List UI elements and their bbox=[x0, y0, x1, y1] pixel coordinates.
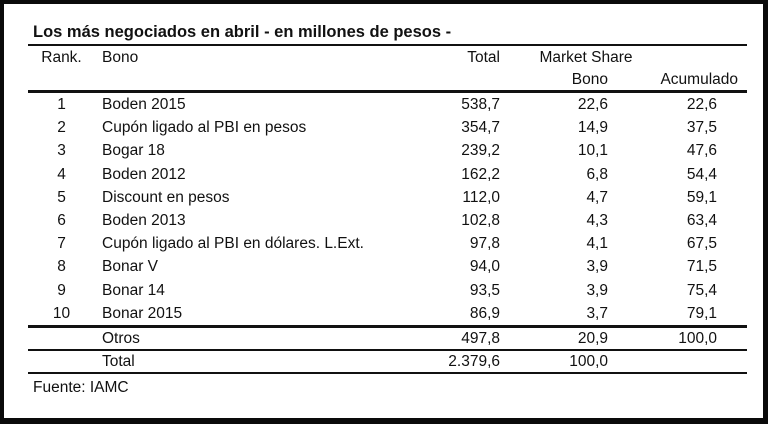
table-body: 1 Boden 2015 538,7 22,6 22,6 2 Cupón lig… bbox=[4, 93, 763, 325]
table-row: 2 Cupón ligado al PBI en pesos 354,7 14,… bbox=[28, 116, 747, 139]
cell-total: 93,5 bbox=[469, 281, 500, 299]
cell-rank: 4 bbox=[57, 165, 66, 183]
cell-label: Total bbox=[102, 352, 135, 370]
cell-rank: 6 bbox=[57, 212, 66, 230]
col-header-bono: Bono bbox=[102, 48, 139, 66]
cell-total: 97,8 bbox=[469, 235, 500, 253]
cell-rank: 7 bbox=[57, 235, 66, 253]
col-header-ms-acumulado: Acumulado bbox=[660, 70, 738, 88]
body-bottom-rule bbox=[28, 324, 747, 328]
cell-ms-bono: 10,1 bbox=[577, 142, 608, 160]
header-row-2: Bono Acumulado bbox=[28, 68, 747, 90]
cell-bono: Bonar 14 bbox=[102, 281, 165, 299]
cell-ms-acumulado: 59,1 bbox=[686, 188, 717, 206]
table-row: 7 Cupón ligado al PBI en dólares. L.Ext.… bbox=[28, 232, 747, 255]
table-row: 4 Boden 2012 162,2 6,8 54,4 bbox=[28, 163, 747, 186]
cell-ms-acumulado: 22,6 bbox=[686, 96, 717, 114]
cell-ms-acumulado: 63,4 bbox=[686, 212, 717, 230]
cell-bono: Boden 2012 bbox=[102, 165, 186, 183]
cell-ms-acumulado: 75,4 bbox=[686, 281, 717, 299]
cell-ms-bono: 3,9 bbox=[586, 258, 608, 276]
cell-ms-bono: 4,3 bbox=[586, 212, 608, 230]
otros-rule bbox=[28, 348, 747, 351]
cell-ms-bono: 22,6 bbox=[577, 96, 608, 114]
cell-rank: 8 bbox=[57, 258, 66, 276]
cell-rank: 9 bbox=[57, 281, 66, 299]
cell-total: 94,0 bbox=[469, 258, 500, 276]
col-header-rank: Rank. bbox=[41, 48, 82, 66]
cell-ms-acumulado: 47,6 bbox=[686, 142, 717, 160]
cell-bono: Boden 2015 bbox=[102, 96, 186, 114]
cell-rank: 3 bbox=[57, 142, 66, 160]
cell-ms-acumulado: 79,1 bbox=[686, 304, 717, 322]
table-row: 1 Boden 2015 538,7 22,6 22,6 bbox=[28, 93, 747, 116]
cell-rank: 5 bbox=[57, 188, 66, 206]
cell-ms-acumulado: 100,0 bbox=[678, 329, 717, 347]
table-header: Rank. Bono Total Market Share Bono Acumu… bbox=[4, 46, 763, 90]
cell-ms-acumulado: 71,5 bbox=[686, 258, 717, 276]
table-row: 10 Bonar 2015 86,9 3,7 79,1 bbox=[28, 302, 747, 325]
col-header-ms-bono: Bono bbox=[571, 70, 608, 88]
table-row: 9 Bonar 14 93,5 3,9 75,4 bbox=[28, 279, 747, 302]
cell-total: 86,9 bbox=[469, 304, 500, 322]
cell-bono: Bogar 18 bbox=[102, 142, 165, 160]
cell-total: 497,8 bbox=[461, 329, 500, 347]
cell-total: 102,8 bbox=[461, 212, 500, 230]
cell-ms-bono: 14,9 bbox=[577, 119, 608, 137]
page-title: Los más negociados en abril - en millone… bbox=[33, 23, 452, 41]
cell-rank: 1 bbox=[57, 96, 66, 114]
cell-total: 162,2 bbox=[461, 165, 500, 183]
cell-ms-acumulado: 67,5 bbox=[686, 235, 717, 253]
cell-ms-acumulado: 37,5 bbox=[686, 119, 717, 137]
header-rule bbox=[28, 90, 747, 93]
total-row: Total 2.379,6 100,0 bbox=[28, 351, 747, 372]
col-header-total: Total bbox=[467, 48, 500, 66]
cell-label: Otros bbox=[102, 329, 140, 347]
otros-row: Otros 497,8 20,9 100,0 bbox=[28, 328, 747, 349]
cell-bono: Cupón ligado al PBI en pesos bbox=[102, 119, 307, 137]
cell-ms-bono: 4,7 bbox=[586, 188, 608, 206]
cell-ms-acumulado: 54,4 bbox=[686, 165, 717, 183]
col-header-market-share: Market Share bbox=[539, 48, 633, 66]
cell-ms-bono: 3,7 bbox=[586, 304, 608, 322]
cell-ms-bono: 4,1 bbox=[586, 235, 608, 253]
cell-bono: Discount en pesos bbox=[102, 188, 230, 206]
cell-bono: Bonar 2015 bbox=[102, 304, 183, 322]
total-rule bbox=[28, 371, 747, 374]
source-note: Fuente: IAMC bbox=[33, 378, 129, 396]
cell-rank: 2 bbox=[57, 119, 66, 137]
cell-total: 538,7 bbox=[461, 96, 500, 114]
cell-ms-bono: 100,0 bbox=[569, 352, 608, 370]
cell-ms-bono: 20,9 bbox=[577, 329, 608, 347]
cell-ms-bono: 6,8 bbox=[586, 165, 608, 183]
table-row: 3 Bogar 18 239,2 10,1 47,6 bbox=[28, 139, 747, 162]
cell-total: 112,0 bbox=[462, 188, 500, 206]
cell-total: 2.379,6 bbox=[448, 352, 500, 370]
cell-rank: 10 bbox=[52, 304, 71, 322]
title-rule bbox=[28, 44, 747, 46]
cell-total: 239,2 bbox=[461, 142, 500, 160]
cell-bono: Cupón ligado al PBI en dólares. L.Ext. bbox=[102, 235, 364, 253]
cell-bono: Bonar V bbox=[102, 258, 159, 276]
table-row: 5 Discount en pesos 112,0 4,7 59,1 bbox=[28, 186, 747, 209]
cell-bono: Boden 2013 bbox=[102, 212, 186, 230]
cell-ms-bono: 3,9 bbox=[586, 281, 608, 299]
table-row: 6 Boden 2013 102,8 4,3 63,4 bbox=[28, 209, 747, 232]
table-row: 8 Bonar V 94,0 3,9 71,5 bbox=[28, 255, 747, 278]
cell-total: 354,7 bbox=[461, 119, 500, 137]
header-row-1: Rank. Bono Total Market Share bbox=[28, 46, 747, 68]
